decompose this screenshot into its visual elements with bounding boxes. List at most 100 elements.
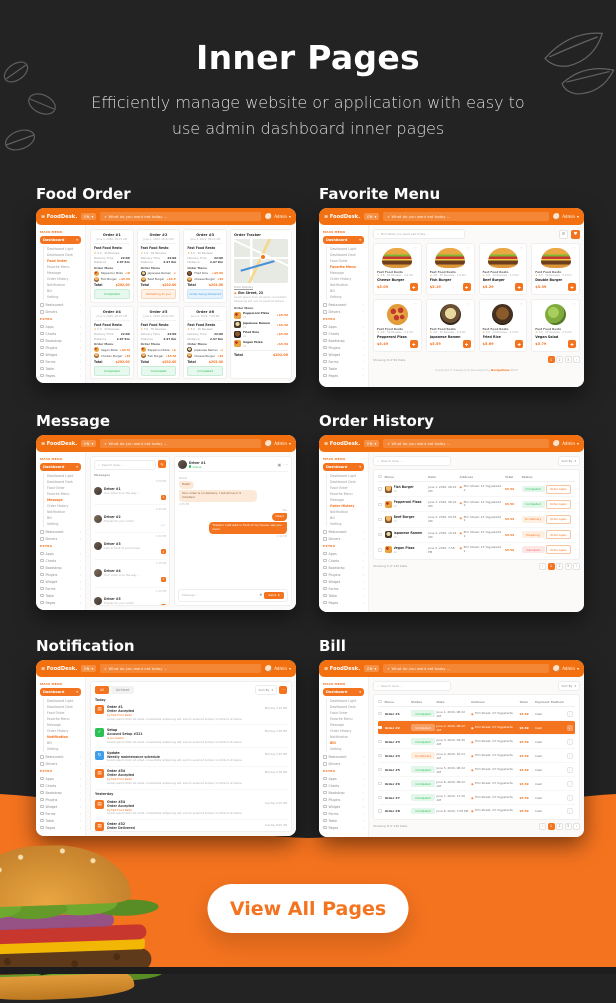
- heart-icon[interactable]: ♡: [466, 302, 471, 307]
- sidebar-subitem[interactable]: Order History: [330, 728, 352, 733]
- history-row[interactable]: Fish Burger x1 June 1, 2020, 08:22 AM ◉ El…: [378, 482, 578, 498]
- sidebar-group-item[interactable]: Restaurant ›: [323, 754, 364, 761]
- sidebar-group-item[interactable]: Drivers ›: [40, 761, 81, 768]
- row-checkbox[interactable]: [378, 517, 382, 522]
- bill-row[interactable]: Order #7 Completed June 7, 2020, 11:30 A…: [378, 791, 575, 805]
- add-to-cart-button[interactable]: ✚: [409, 283, 418, 291]
- sidebar-subitem[interactable]: Notification: [330, 734, 349, 739]
- heart-icon[interactable]: ♡: [572, 302, 576, 307]
- sidebar-extra-item[interactable]: Plugins ›: [40, 571, 81, 578]
- sidebar-subitem[interactable]: Dashboard Dark: [47, 479, 73, 484]
- menu-card[interactable]: ♡ Fast Food Resto ★ 4.8 · 30 Reviews · 2.…: [373, 299, 422, 352]
- user-menu[interactable]: Admin ▾: [265, 665, 291, 672]
- sidebar-item-dashboard[interactable]: Dashboard ▾: [323, 235, 364, 244]
- more-options-icon[interactable]: ⋯: [284, 462, 288, 467]
- sidebar-group-item[interactable]: Restaurant ›: [323, 302, 364, 309]
- sidebar-subitem[interactable]: Favorite Menu: [330, 264, 356, 269]
- row-expand-button[interactable]: ›: [566, 766, 573, 773]
- sidebar-extra-item[interactable]: Apps ›: [40, 323, 81, 330]
- heart-icon[interactable]: ♡: [414, 302, 418, 307]
- favorites-button[interactable]: ♥: [571, 229, 580, 239]
- menu-icon[interactable]: ≡: [324, 665, 329, 672]
- history-row[interactable]: Pepperoni Pizza x1 June 2, 2020, 08:22 AM…: [378, 497, 578, 513]
- prev-page-button[interactable]: ‹: [539, 822, 546, 830]
- sidebar-extra-item[interactable]: Charts ›: [40, 557, 81, 564]
- row-expand-button[interactable]: ›: [566, 794, 573, 801]
- language-select[interactable]: EN ▾: [364, 212, 380, 221]
- sidebar-subitem[interactable]: Dashboard Dark: [47, 252, 73, 257]
- sidebar-extra-item[interactable]: Charts ›: [323, 557, 364, 564]
- row-checkbox[interactable]: [378, 781, 382, 786]
- sidebar-extra-item[interactable]: Widget ›: [323, 578, 364, 585]
- order-status-button[interactable]: Completed: [187, 365, 223, 376]
- sidebar-subitem[interactable]: Dashboard Light: [330, 246, 357, 251]
- sidebar-extra-item[interactable]: Forms ›: [40, 585, 81, 592]
- sidebar-subitem[interactable]: Dashboard Light: [330, 698, 357, 703]
- sidebar-group-item[interactable]: Drivers ›: [323, 536, 364, 543]
- user-menu[interactable]: Admin ▾: [265, 440, 291, 447]
- sidebar-subitem[interactable]: Dashboard Dark: [330, 704, 356, 709]
- sidebar-extra-item[interactable]: Bootstrap ›: [323, 337, 364, 344]
- video-call-icon[interactable]: ▣: [277, 462, 282, 467]
- sidebar-extra-item[interactable]: Bootstrap ›: [40, 564, 81, 571]
- row-expand-button[interactable]: ›: [566, 710, 573, 717]
- next-page-button[interactable]: ›: [573, 562, 580, 570]
- order-status-button[interactable]: Completed: [94, 289, 130, 300]
- row-checkbox[interactable]: [378, 725, 382, 730]
- heart-icon[interactable]: ♡: [519, 246, 524, 251]
- mini-search-input[interactable]: ⌕ What do you want eat today ...: [100, 439, 262, 448]
- sidebar-subitem[interactable]: Bill: [47, 288, 52, 293]
- user-menu[interactable]: Admin ▾: [553, 665, 579, 672]
- bill-row[interactable]: Order #4 On Delivery June 4, 2020, 10:24…: [378, 749, 575, 763]
- sidebar-subitem[interactable]: Favorite Menu: [330, 491, 353, 496]
- add-to-cart-button[interactable]: ✚: [515, 283, 524, 291]
- heart-icon[interactable]: ♡: [519, 302, 524, 307]
- notification-item[interactable]: ▤ Order #54 Order Accepted by Fast Food R…: [95, 797, 287, 820]
- sidebar-extra-item[interactable]: Widget ›: [40, 578, 81, 585]
- sidebar-extra-item[interactable]: Widget ›: [40, 803, 81, 810]
- sort-by-select[interactable]: Sort By ▾: [254, 685, 277, 695]
- sidebar-extra-item[interactable]: Pages ›: [40, 824, 81, 831]
- sidebar-subitem[interactable]: Message: [47, 722, 61, 727]
- page-button[interactable]: 3: [564, 356, 572, 363]
- sidebar-group-item[interactable]: Restaurant ›: [40, 529, 81, 536]
- sidebar-subitem[interactable]: Favorite Menu: [47, 716, 70, 721]
- sidebar-group-item[interactable]: Restaurant ›: [40, 302, 81, 309]
- menu-card[interactable]: ♡ Fast Food Resto ★ 4.8 · 30 Reviews · 2.…: [425, 299, 475, 352]
- order-card[interactable]: Order #6 June 4, 2020, 7:58 PM Fast Food …: [183, 305, 227, 379]
- menu-card[interactable]: ♡ Fast Food Resto ★ 4.8 · 30 Reviews · 2.…: [478, 299, 528, 352]
- mini-search-input[interactable]: ⌕ What do you want eat today ...: [383, 664, 550, 673]
- row-checkbox[interactable]: [378, 548, 382, 552]
- history-row[interactable]: Japanese Ramen x1 June 4, 2020, 10:24 AM …: [378, 528, 578, 543]
- chat-list-item[interactable]: Driver #3 I am in front of your house 3:3…: [94, 533, 166, 561]
- order-card[interactable]: Order #4 June 4, 2020, 08:22 AM Fast Food…: [90, 305, 134, 379]
- row-menu-icon[interactable]: ⋯: [574, 487, 578, 492]
- order-again-button[interactable]: Order Again: [546, 545, 571, 555]
- heart-icon[interactable]: ♡: [414, 246, 418, 251]
- sort-by-select[interactable]: Sort By ▾: [557, 681, 580, 691]
- language-select[interactable]: EN ▾: [81, 664, 97, 673]
- sidebar-subitem[interactable]: Order History: [330, 276, 352, 281]
- sidebar-extra-item[interactable]: Table ›: [40, 365, 81, 372]
- sidebar-item-dashboard[interactable]: Dashboard ▾: [40, 687, 81, 696]
- bill-row[interactable]: Order #2 Completed June 2, 2020, 08:22 A…: [378, 721, 575, 735]
- heart-icon[interactable]: ♡: [466, 246, 471, 251]
- sidebar-item-dashboard[interactable]: Dashboard ▾: [323, 462, 364, 471]
- page-button[interactable]: 2: [556, 356, 563, 363]
- sidebar-extra-item[interactable]: Forms ›: [40, 358, 81, 365]
- sidebar-subitem[interactable]: Dashboard Light: [330, 473, 357, 478]
- language-select[interactable]: EN ▾: [81, 439, 97, 448]
- bill-row[interactable]: Order #8 Completed June 8, 2020, 7:58 PM…: [378, 805, 575, 817]
- sidebar-extra-item[interactable]: Forms ›: [40, 810, 81, 817]
- row-menu-icon[interactable]: ⋯: [574, 517, 578, 522]
- sidebar-extra-item[interactable]: Plugins ›: [40, 344, 81, 351]
- filter-button[interactable]: ≡: [559, 229, 568, 239]
- sidebar-group-item[interactable]: Restaurant ›: [40, 754, 81, 761]
- sidebar-extra-item[interactable]: Table ›: [323, 365, 364, 372]
- page-button[interactable]: 2: [556, 562, 563, 570]
- row-checkbox[interactable]: [378, 502, 382, 507]
- sidebar-subitem[interactable]: Dashboard Light: [47, 246, 74, 251]
- mini-search-input[interactable]: ⌕ What do you want eat today ...: [383, 212, 550, 221]
